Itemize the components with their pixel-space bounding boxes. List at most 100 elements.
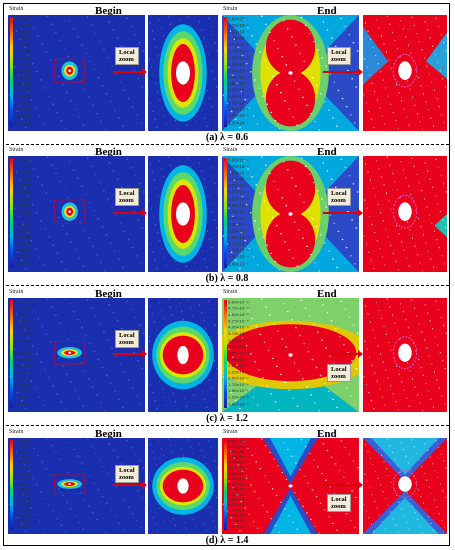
colorbar-tick: 4.25×10⁻⁴ xyxy=(228,177,249,182)
colorbar-tick: 1.25×10⁻⁴ xyxy=(14,254,35,260)
colorbar-tick: 1.00×10⁻⁴ xyxy=(14,261,35,266)
colorbar-begin xyxy=(10,17,13,127)
end-strain-map xyxy=(222,438,359,534)
strain-label-begin: Strain xyxy=(9,6,24,12)
colorbar-tick: 4.75×10⁻⁴ xyxy=(14,306,35,311)
colorbar-tick: 3.25×10⁻⁴ xyxy=(228,62,249,67)
colorbar-tick: 1.00×10⁻⁴ xyxy=(14,401,35,406)
strain-label-begin: Strain xyxy=(9,429,24,435)
colorbar-tick: 4.25×10⁻⁴ xyxy=(14,318,35,324)
end-strain-map xyxy=(222,156,359,272)
colorbar-tick: 4.00×10⁻⁴ xyxy=(228,183,249,189)
colorbar-tick: 3.25×10⁻⁴ xyxy=(14,476,35,481)
colorbar-tick: 1.25×10⁻⁴ xyxy=(14,113,35,119)
colorbar-end xyxy=(224,158,227,268)
colorbar-tick: 4.25×10⁻⁴ xyxy=(14,177,35,182)
colorbar-tick: 1.75×10⁻⁴ xyxy=(14,382,35,387)
colorbar-tick: 1.50×10⁻⁴ xyxy=(14,248,35,253)
colorbar-tick: 4.75×10⁻⁴ xyxy=(228,164,249,169)
colorbar-tick: 3.00×10⁻⁴ xyxy=(228,482,249,486)
colorbar-tick: 3.25×10⁻⁴ xyxy=(228,476,249,481)
local-zoom-label-begin: Local zoom xyxy=(115,188,139,206)
colorbar-tick: 1.75×10⁻⁴ xyxy=(14,100,35,106)
colorbar-tick: 4.25×10⁻⁴ xyxy=(14,36,35,41)
colorbar-ticks-begin: 5.00×10⁻⁴ 4.75×10⁻⁴ 4.50×10⁻⁴ 4.25×10⁻⁴ 4.00… xyxy=(14,439,35,529)
colorbar-tick: 1.75×10⁻⁴ xyxy=(228,508,249,513)
colorbar-tick: 3.50×10⁻⁴ xyxy=(14,337,35,343)
colorbar-tick: 4.00×10⁻⁴ xyxy=(228,460,249,465)
strain-label-end: Strain xyxy=(223,289,238,295)
zoom-arrow-end xyxy=(323,68,363,76)
colorbar-tick: 2.50×10⁻⁴ xyxy=(14,81,35,87)
colorbar-tick: 3.75×10⁻⁴ xyxy=(14,49,35,54)
colorbar-begin xyxy=(10,300,13,408)
end-zoom-map xyxy=(363,15,447,131)
colorbar-tick: 1.25×10⁻⁴ xyxy=(14,395,35,400)
colorbar-tick: 3.75×10⁻⁴ xyxy=(14,466,35,470)
colorbar-tick: 3.75×10⁻⁴ xyxy=(14,190,35,195)
begin-strain-map xyxy=(8,298,145,412)
colorbar-tick: 2.50×10⁻⁴ xyxy=(14,492,35,497)
colorbar-tick: 5.00×10⁻⁴ xyxy=(228,439,249,444)
begin-heading: Begin xyxy=(95,428,122,440)
colorbar-end xyxy=(224,300,227,408)
colorbar-tick: 1.25×10⁻⁴ xyxy=(228,113,249,119)
colorbar-tick: 4.00×10⁻⁴ xyxy=(14,460,35,465)
colorbar-tick: 1.50×10⁻⁴ xyxy=(14,513,35,518)
colorbar-tick: 3.00×10⁻⁴ xyxy=(14,482,35,486)
colorbar-tick: 3.75×10⁻⁴ xyxy=(228,49,249,54)
colorbar-ticks-begin: 5.00×10⁻⁴ 4.75×10⁻⁴ 4.50×10⁻⁴ 4.25×10⁻⁴ 4.00… xyxy=(14,157,35,267)
zoom-arrow-end xyxy=(323,209,363,217)
colorbar-tick: 1.75×10⁻⁴ xyxy=(228,382,249,387)
colorbar-tick: 3.50×10⁻⁴ xyxy=(14,55,35,61)
colorbar-tick: 1.50×10⁻⁴ xyxy=(228,107,249,112)
panel-caption: (b) λ = 0.8 xyxy=(205,273,249,284)
colorbar-tick: 4.00×10⁻⁴ xyxy=(14,183,35,189)
colorbar-tick: 1.50×10⁻⁴ xyxy=(14,107,35,112)
colorbar-tick: 1.50×10⁻⁴ xyxy=(228,513,249,518)
colorbar-tick: 3.25×10⁻⁴ xyxy=(228,203,249,208)
end-strain-map xyxy=(222,15,359,131)
colorbar-tick: 2.50×10⁻⁴ xyxy=(228,363,249,368)
colorbar-tick: 1.00×10⁻⁴ xyxy=(14,120,35,125)
begin-strain-map xyxy=(8,438,145,534)
colorbar-tick: 3.50×10⁻⁴ xyxy=(228,55,249,61)
colorbar-tick: 5.00×10⁻⁴ xyxy=(14,439,35,444)
colorbar-tick: 4.50×10⁻⁴ xyxy=(228,170,249,176)
end-heading: End xyxy=(317,146,337,158)
colorbar-end xyxy=(224,17,227,127)
colorbar-tick: 2.75×10⁻⁴ xyxy=(14,216,35,221)
colorbar-tick: 2.75×10⁻⁴ xyxy=(14,357,35,362)
colorbar-tick: 4.25×10⁻⁴ xyxy=(14,455,35,460)
end-strain-map xyxy=(222,298,359,412)
zoom-arrow-end xyxy=(323,481,363,489)
colorbar-ticks-end: 5.00×10⁻⁴ 4.75×10⁻⁴ 4.50×10⁻⁴ 4.25×10⁻⁴ 4.00… xyxy=(228,299,249,407)
colorbar-tick: 4.50×10⁻⁴ xyxy=(228,312,249,318)
colorbar-tick: 4.25×10⁻⁴ xyxy=(228,36,249,41)
colorbar-tick: 4.50×10⁻⁴ xyxy=(14,312,35,318)
colorbar-tick: 2.25×10⁻⁴ xyxy=(228,497,249,502)
colorbar-tick: 3.00×10⁻⁴ xyxy=(228,68,249,74)
colorbar-tick: 3.25×10⁻⁴ xyxy=(14,62,35,67)
colorbar-ticks-end: 5.00×10⁻⁴ 4.75×10⁻⁴ 4.50×10⁻⁴ 4.25×10⁻⁴ 4.00… xyxy=(228,439,249,529)
colorbar-tick: 2.75×10⁻⁴ xyxy=(228,487,249,492)
local-zoom-label-begin: Local zoom xyxy=(115,47,139,65)
begin-zoom-map xyxy=(148,438,218,534)
colorbar-tick: 4.75×10⁻⁴ xyxy=(14,164,35,169)
colorbar-tick: 1.00×10⁻⁴ xyxy=(228,120,249,125)
colorbar-tick: 2.00×10⁻⁴ xyxy=(228,503,249,507)
colorbar-tick: 3.50×10⁻⁴ xyxy=(14,196,35,202)
colorbar-tick: 4.50×10⁻⁴ xyxy=(14,29,35,35)
colorbar-tick: 1.25×10⁻⁴ xyxy=(14,519,35,523)
colorbar-tick: 4.50×10⁻⁴ xyxy=(14,450,35,455)
local-zoom-label-end: Local zoom xyxy=(327,188,351,206)
colorbar-tick: 1.25×10⁻⁴ xyxy=(228,395,249,400)
strain-label-begin: Strain xyxy=(9,147,24,153)
local-zoom-label-end: Local zoom xyxy=(327,364,351,382)
panel-divider xyxy=(6,285,449,286)
colorbar-tick: 3.00×10⁻⁴ xyxy=(14,68,35,74)
begin-strain-map xyxy=(8,156,145,272)
local-zoom-label-end: Local zoom xyxy=(327,47,351,65)
colorbar-tick: 2.25×10⁻⁴ xyxy=(228,228,249,234)
local-zoom-label-begin: Local zoom xyxy=(115,330,139,348)
